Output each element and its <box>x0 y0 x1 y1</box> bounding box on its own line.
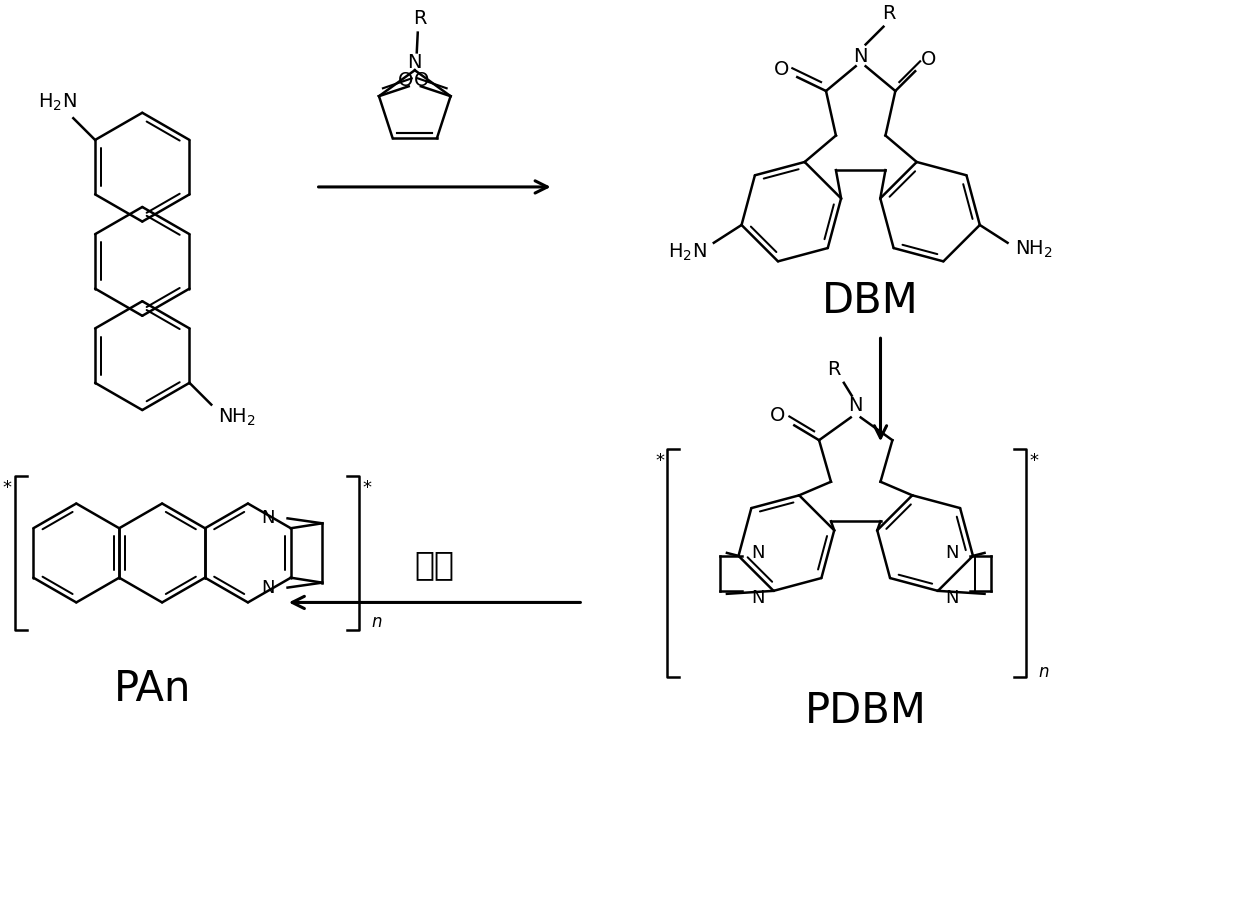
Text: N: N <box>260 578 274 596</box>
Text: O: O <box>921 50 936 69</box>
Text: N: N <box>751 589 764 607</box>
Text: N: N <box>853 47 868 66</box>
Text: O: O <box>774 60 789 78</box>
Text: H$_2$N: H$_2$N <box>667 242 707 263</box>
Text: *: * <box>1029 452 1039 470</box>
Text: R: R <box>413 9 427 28</box>
Text: PDBM: PDBM <box>805 690 926 732</box>
Text: N: N <box>945 544 959 562</box>
Text: NH$_2$: NH$_2$ <box>1016 239 1053 261</box>
Text: *: * <box>2 479 11 497</box>
Text: N: N <box>751 544 764 562</box>
Text: O: O <box>414 71 429 90</box>
Text: 加热: 加热 <box>414 548 455 582</box>
Text: *: * <box>655 452 665 470</box>
Text: N: N <box>848 396 863 415</box>
Text: *: * <box>362 479 371 497</box>
Text: R: R <box>827 361 841 380</box>
Text: H$_2$N: H$_2$N <box>38 92 77 113</box>
Text: n: n <box>372 613 382 631</box>
Text: N: N <box>260 510 274 528</box>
Text: O: O <box>398 71 414 90</box>
Text: O: O <box>770 406 785 425</box>
Text: PAn: PAn <box>114 668 191 711</box>
Text: NH$_2$: NH$_2$ <box>218 407 255 428</box>
Text: R: R <box>882 5 895 23</box>
Text: n: n <box>1039 663 1049 681</box>
Text: DBM: DBM <box>822 280 919 322</box>
Text: N: N <box>945 589 959 607</box>
Text: N: N <box>408 53 422 72</box>
